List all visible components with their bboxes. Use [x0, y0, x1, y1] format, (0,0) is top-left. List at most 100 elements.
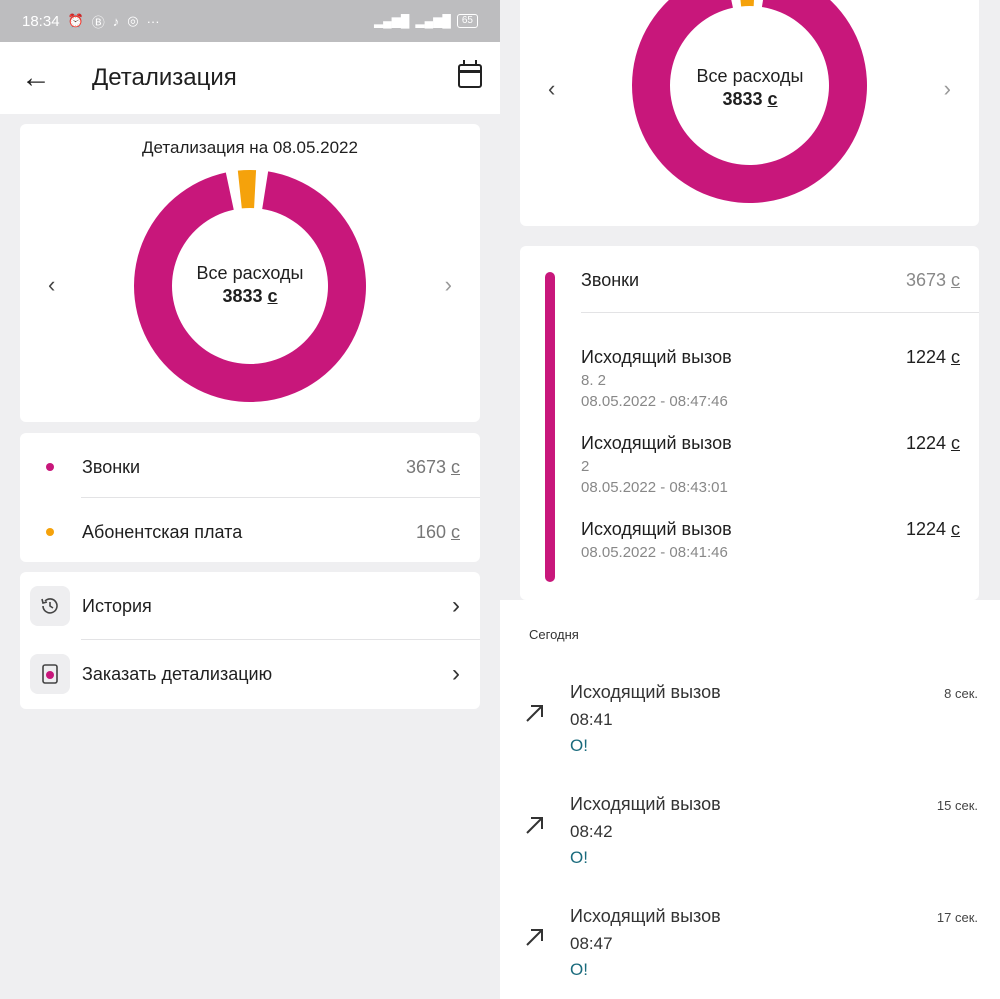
call-type: Исходящий вызов: [581, 519, 732, 539]
category-name: Абонентская плата: [82, 521, 243, 542]
tiktok-icon: ♪: [112, 13, 120, 29]
status-bar: 18:34 ⏰ Ⓑ ♪ ◎ ··· ▂▄▆█ ▂▄▆█ 65: [0, 0, 500, 42]
chevron-right-icon[interactable]: ›: [943, 76, 951, 101]
call-log-item[interactable]: Исходящий вызов 08:42 О! 15 сек.: [500, 794, 1000, 884]
left-screen: 18:34 ⏰ Ⓑ ♪ ◎ ··· ▂▄▆█ ▂▄▆█ 65 ← Детализ…: [0, 0, 500, 709]
outgoing-call-icon: [526, 705, 543, 722]
call-log-duration: 15 сек.: [936, 798, 978, 813]
currency: с: [767, 89, 778, 109]
call-log-type: Исходящий вызов: [570, 682, 721, 702]
fee-dot-icon: [46, 528, 54, 536]
call-log-duration: 17 сек.: [936, 910, 978, 925]
call-log-operator: О!: [570, 960, 588, 979]
instagram-icon: ◎: [127, 13, 139, 28]
menu-item-order-details[interactable]: Заказать детализацию ›: [20, 654, 480, 694]
total-value: 3833: [722, 89, 763, 109]
currency: с: [267, 286, 278, 306]
total-label: Все расходы: [696, 66, 804, 86]
divider: [81, 639, 480, 640]
total-value: 3833: [222, 286, 263, 306]
categories-card: Звонки 3673 с Абонентская плата 160 с: [20, 433, 480, 562]
category-row-calls[interactable]: Звонки 3673 с: [20, 453, 480, 481]
donut-center: Все расходы 3833 с: [650, 66, 850, 110]
currency: с: [451, 521, 460, 542]
battery-icon: 65: [456, 14, 478, 28]
donut-slice-fee: [740, 0, 754, 7]
call-log-item[interactable]: Исходящий вызов 08:41 О! 8 сек.: [500, 682, 1000, 772]
call-datetime: 08.05.2022 - 08:43:01: [581, 479, 728, 496]
currency: с: [951, 270, 960, 290]
call-log-operator: О!: [570, 736, 588, 755]
currency: с: [951, 433, 960, 453]
menu-label: История: [82, 595, 152, 616]
call-item[interactable]: Исходящий вызов 2 08.05.2022 - 08:43:01 …: [581, 433, 960, 496]
status-time: 18:34: [22, 12, 60, 30]
category-row-fee[interactable]: Абонентская плата 160 с: [20, 518, 480, 546]
currency: с: [451, 456, 460, 477]
chevron-right-icon: ›: [452, 660, 460, 687]
donut-center: Все расходы 3833 с: [150, 263, 350, 307]
calls-header: Звонки 3673 с: [581, 270, 960, 291]
call-log-item[interactable]: Исходящий вызов 08:47 О! 17 сек.: [500, 906, 1000, 996]
donut-slice-fee: [237, 170, 257, 209]
call-log-time: 08:41: [570, 710, 613, 729]
currency: с: [951, 519, 960, 539]
more-icon: ···: [146, 13, 160, 29]
history-icon: [30, 586, 70, 626]
call-amount: 1224: [905, 519, 946, 539]
call-amount: 1224: [905, 347, 946, 367]
call-item[interactable]: Исходящий вызов 08.05.2022 - 08:41:46 12…: [581, 519, 960, 561]
alarm-icon: ⏰: [67, 13, 84, 28]
signal-icon-2: ▂▄▆█: [415, 14, 451, 28]
donut-slice-calls: [632, 0, 867, 203]
category-amount: 3673: [405, 456, 446, 477]
chevron-left-icon[interactable]: ‹: [48, 272, 56, 297]
donut-slice-calls: [134, 171, 366, 402]
signal-icon: ▂▄▆█: [373, 14, 410, 28]
call-log-duration: 8 сек.: [944, 686, 978, 701]
app-bar: ← Детализация: [0, 42, 500, 114]
calls-title: Звонки: [581, 270, 640, 290]
total-label: Все расходы: [196, 263, 304, 283]
call-log-time: 08:42: [570, 822, 613, 841]
call-type: Исходящий вызов: [581, 347, 732, 367]
b-icon: Ⓑ: [91, 14, 105, 30]
divider: [581, 312, 979, 313]
call-log-time: 08:47: [570, 934, 613, 953]
chart-title: Детализация на 08.05.2022: [142, 138, 358, 157]
chart-card: ‹ › Все расходы 3833 с: [520, 0, 979, 226]
calendar-icon[interactable]: [458, 60, 482, 88]
calls-card: Звонки 3673 с Исходящий вызов 8. 2 08.05…: [520, 246, 979, 600]
menu-card: История › Заказать детализацию ›: [20, 572, 480, 709]
chevron-right-icon: ›: [452, 592, 460, 619]
donut-chart: [134, 170, 366, 402]
call-log-screen: Сегодня Исходящий вызов 08:41 О! 8 сек. …: [500, 600, 1000, 999]
donut-chart: [632, 0, 867, 203]
menu-label: Заказать детализацию: [82, 663, 273, 684]
chevron-left-icon[interactable]: ‹: [548, 76, 556, 101]
back-arrow-icon[interactable]: ←: [21, 61, 51, 94]
calls-dot-icon: [46, 463, 54, 471]
chevron-right-icon[interactable]: ›: [444, 272, 452, 297]
outgoing-call-icon: [526, 929, 543, 946]
call-datetime: 08.05.2022 - 08:41:46: [581, 544, 728, 561]
menu-item-history[interactable]: История ›: [20, 586, 480, 626]
calls-total: 3673: [905, 270, 946, 290]
call-number: 2: [581, 458, 590, 475]
call-item[interactable]: Исходящий вызов 8. 2 08.05.2022 - 08:47:…: [581, 347, 960, 410]
call-datetime: 08.05.2022 - 08:47:46: [581, 393, 728, 410]
calls-color-bar: [545, 272, 555, 582]
call-log-operator: О!: [570, 848, 588, 867]
section-header: Сегодня: [529, 627, 579, 642]
divider: [81, 497, 480, 498]
call-number: 8. 2: [581, 372, 607, 389]
call-amount: 1224: [905, 433, 946, 453]
right-top-screen: ‹ › Все расходы 3833 с Звонки 3673 с Исх…: [500, 0, 1000, 600]
call-log-type: Исходящий вызов: [570, 906, 721, 926]
call-log-type: Исходящий вызов: [570, 794, 721, 814]
category-name: Звонки: [82, 456, 141, 477]
document-chart-icon: [30, 654, 70, 694]
outgoing-call-icon: [526, 817, 543, 834]
call-type: Исходящий вызов: [581, 433, 732, 453]
page-title: Детализация: [92, 64, 237, 91]
